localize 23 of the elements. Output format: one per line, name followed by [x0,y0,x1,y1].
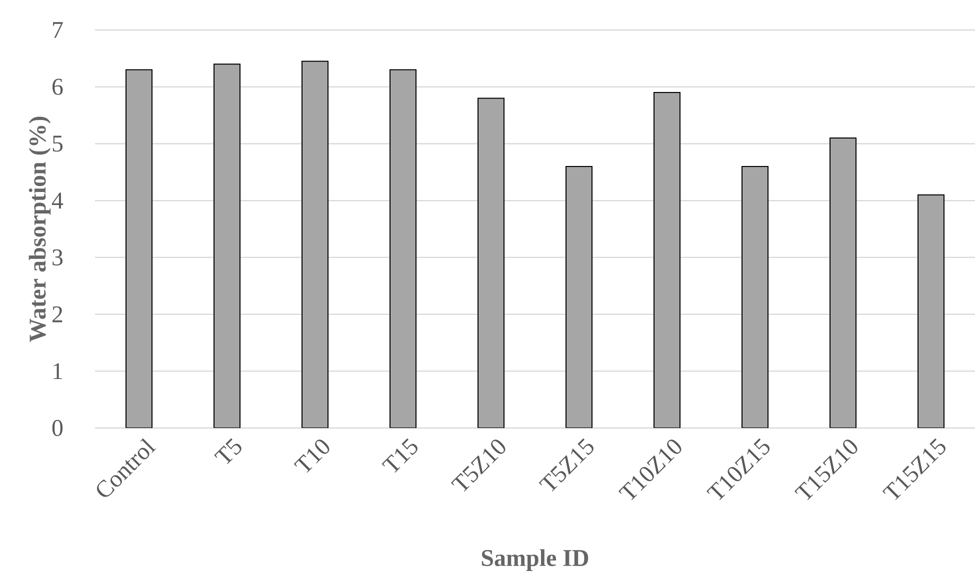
y-tick-label: 2 [52,306,62,322]
bar [654,92,681,428]
bar [742,166,769,428]
y-tick-label: 7 [53,22,63,38]
y-tick-label: 1 [54,363,62,380]
bar [302,60,329,428]
y-tick-label: 0 [52,420,63,436]
bar [214,64,241,428]
y-axis-title: Water absorption (%) [28,116,51,342]
y-tick-label: 6 [52,78,63,95]
bar [918,194,945,428]
bar [478,98,505,428]
y-tick-label: 4 [52,192,64,208]
x-tick-label: T10 [294,440,330,473]
bar [126,69,153,428]
bar [830,138,857,428]
y-tick-label: 3 [52,249,63,266]
bar [390,69,417,428]
bar [566,166,593,428]
y-tick-label: 5 [52,136,63,152]
x-axis-title: Sample ID [482,549,588,572]
x-tick-label: T5 [214,438,242,464]
x-tick-label: T15 [382,438,418,473]
